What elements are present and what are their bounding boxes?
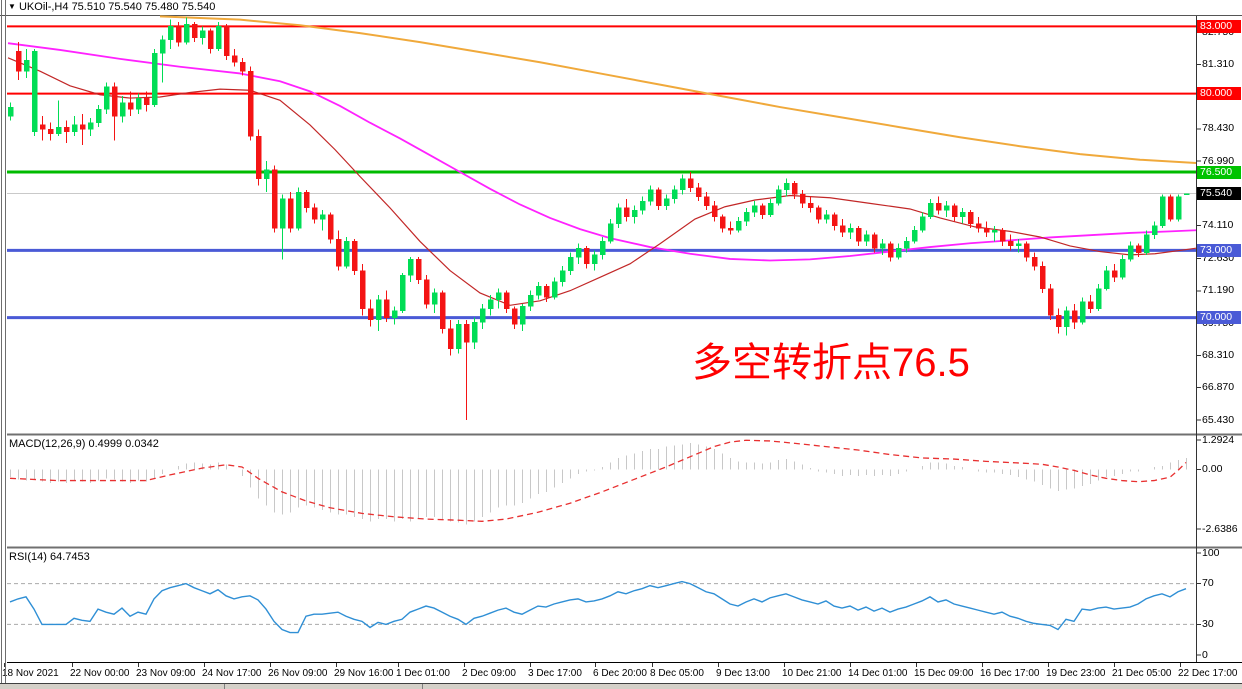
time-axis-label: 23 Nov 09:00: [136, 668, 196, 679]
time-axis-label: 24 Nov 17:00: [202, 668, 262, 679]
rsi-axis-label: 70: [1202, 577, 1214, 590]
time-axis-label: 19 Dec 23:00: [1046, 668, 1106, 679]
price-badge[interactable]: 70.000: [1197, 311, 1241, 325]
macd-histogram: [10, 443, 1187, 525]
price-badge[interactable]: 73.000: [1197, 243, 1241, 257]
chart-title: ▼ UKOil-,H4 75.510 75.540 75.480 75.540: [8, 1, 215, 13]
price-axis-label: 71.190: [1202, 284, 1235, 297]
time-axis-label: 15 Dec 09:00: [914, 668, 974, 679]
time-axis-label: 16 Dec 17:00: [980, 668, 1040, 679]
annotation-text[interactable]: 多空转折点76.5: [692, 341, 970, 385]
ohlc-values: 75.510 75.540 75.480 75.540: [71, 1, 216, 13]
price-axis-label: 81.310: [1202, 57, 1235, 70]
price-badge[interactable]: 83.000: [1197, 19, 1241, 33]
macd-axis-label: 0.00: [1202, 462, 1223, 475]
macd-signal-line: [9, 439, 1187, 522]
price-axis-label: 76.990: [1202, 154, 1235, 167]
time-axis-label: 26 Nov 09:00: [268, 668, 328, 679]
price-badge[interactable]: 80.000: [1197, 87, 1241, 101]
time-axis-label: 9 Dec 13:00: [716, 668, 770, 679]
rsi-axis-label: 100: [1202, 546, 1220, 559]
time-axis-label: 21 Dec 05:00: [1112, 668, 1172, 679]
time-axis-label: 10 Dec 21:00: [782, 668, 842, 679]
rsi-label: RSI(14) 64.7453: [9, 551, 90, 563]
time-axis-label: 6 Dec 20:00: [593, 668, 647, 679]
macd-axis-label: 1.2924: [1202, 433, 1235, 446]
price-axis-label: 74.110: [1202, 219, 1234, 232]
macd-label: MACD(12,26,9) 0.4999 0.0342: [9, 438, 159, 450]
price-axis-label: 65.430: [1202, 413, 1235, 426]
status-bar-divider: [224, 684, 225, 689]
time-axis-label: 14 Dec 01:00: [848, 668, 908, 679]
ma-orange-line: [159, 15, 1197, 165]
rsi-line: [9, 580, 1187, 634]
time-axis-label: 2 Dec 09:00: [462, 668, 516, 679]
time-axis-label: 8 Dec 05:00: [650, 668, 704, 679]
status-bar: [0, 683, 1242, 689]
ma-magenta-line: [7, 42, 1197, 262]
symbol-period-label: UKOil-,H4: [18, 1, 69, 13]
price-badge[interactable]: 76.500: [1197, 165, 1241, 179]
price-badge[interactable]: 75.540: [1197, 187, 1241, 201]
status-bar-divider: [422, 684, 423, 689]
time-axis-label: 18 Nov 2021: [2, 668, 59, 679]
ma-darkred-line: [7, 57, 1197, 306]
rsi-axis-label: 30: [1202, 617, 1214, 630]
time-axis-label: 22 Nov 00:00: [70, 668, 130, 679]
price-axis-label: 66.870: [1202, 381, 1235, 394]
symbol-dropdown-icon[interactable]: ▼: [8, 2, 16, 11]
macd-axis-label: -2.6386: [1202, 522, 1238, 535]
time-axis-label: 22 Dec 17:00: [1178, 668, 1238, 679]
time-axis-label: 29 Nov 16:00: [334, 668, 394, 679]
price-axis-label: 78.430: [1202, 122, 1235, 135]
time-axis-label: 1 Dec 01:00: [396, 668, 450, 679]
price-axis-label: 68.310: [1202, 348, 1235, 361]
rsi-axis-label: 0: [1202, 648, 1208, 661]
axis-ticks: [4, 31, 1201, 667]
time-axis-label: 3 Dec 17:00: [528, 668, 582, 679]
window-left-border-inner: [5, 0, 6, 683]
candlestick-layer: [7, 17, 1190, 420]
window-left-border: [1, 0, 2, 683]
